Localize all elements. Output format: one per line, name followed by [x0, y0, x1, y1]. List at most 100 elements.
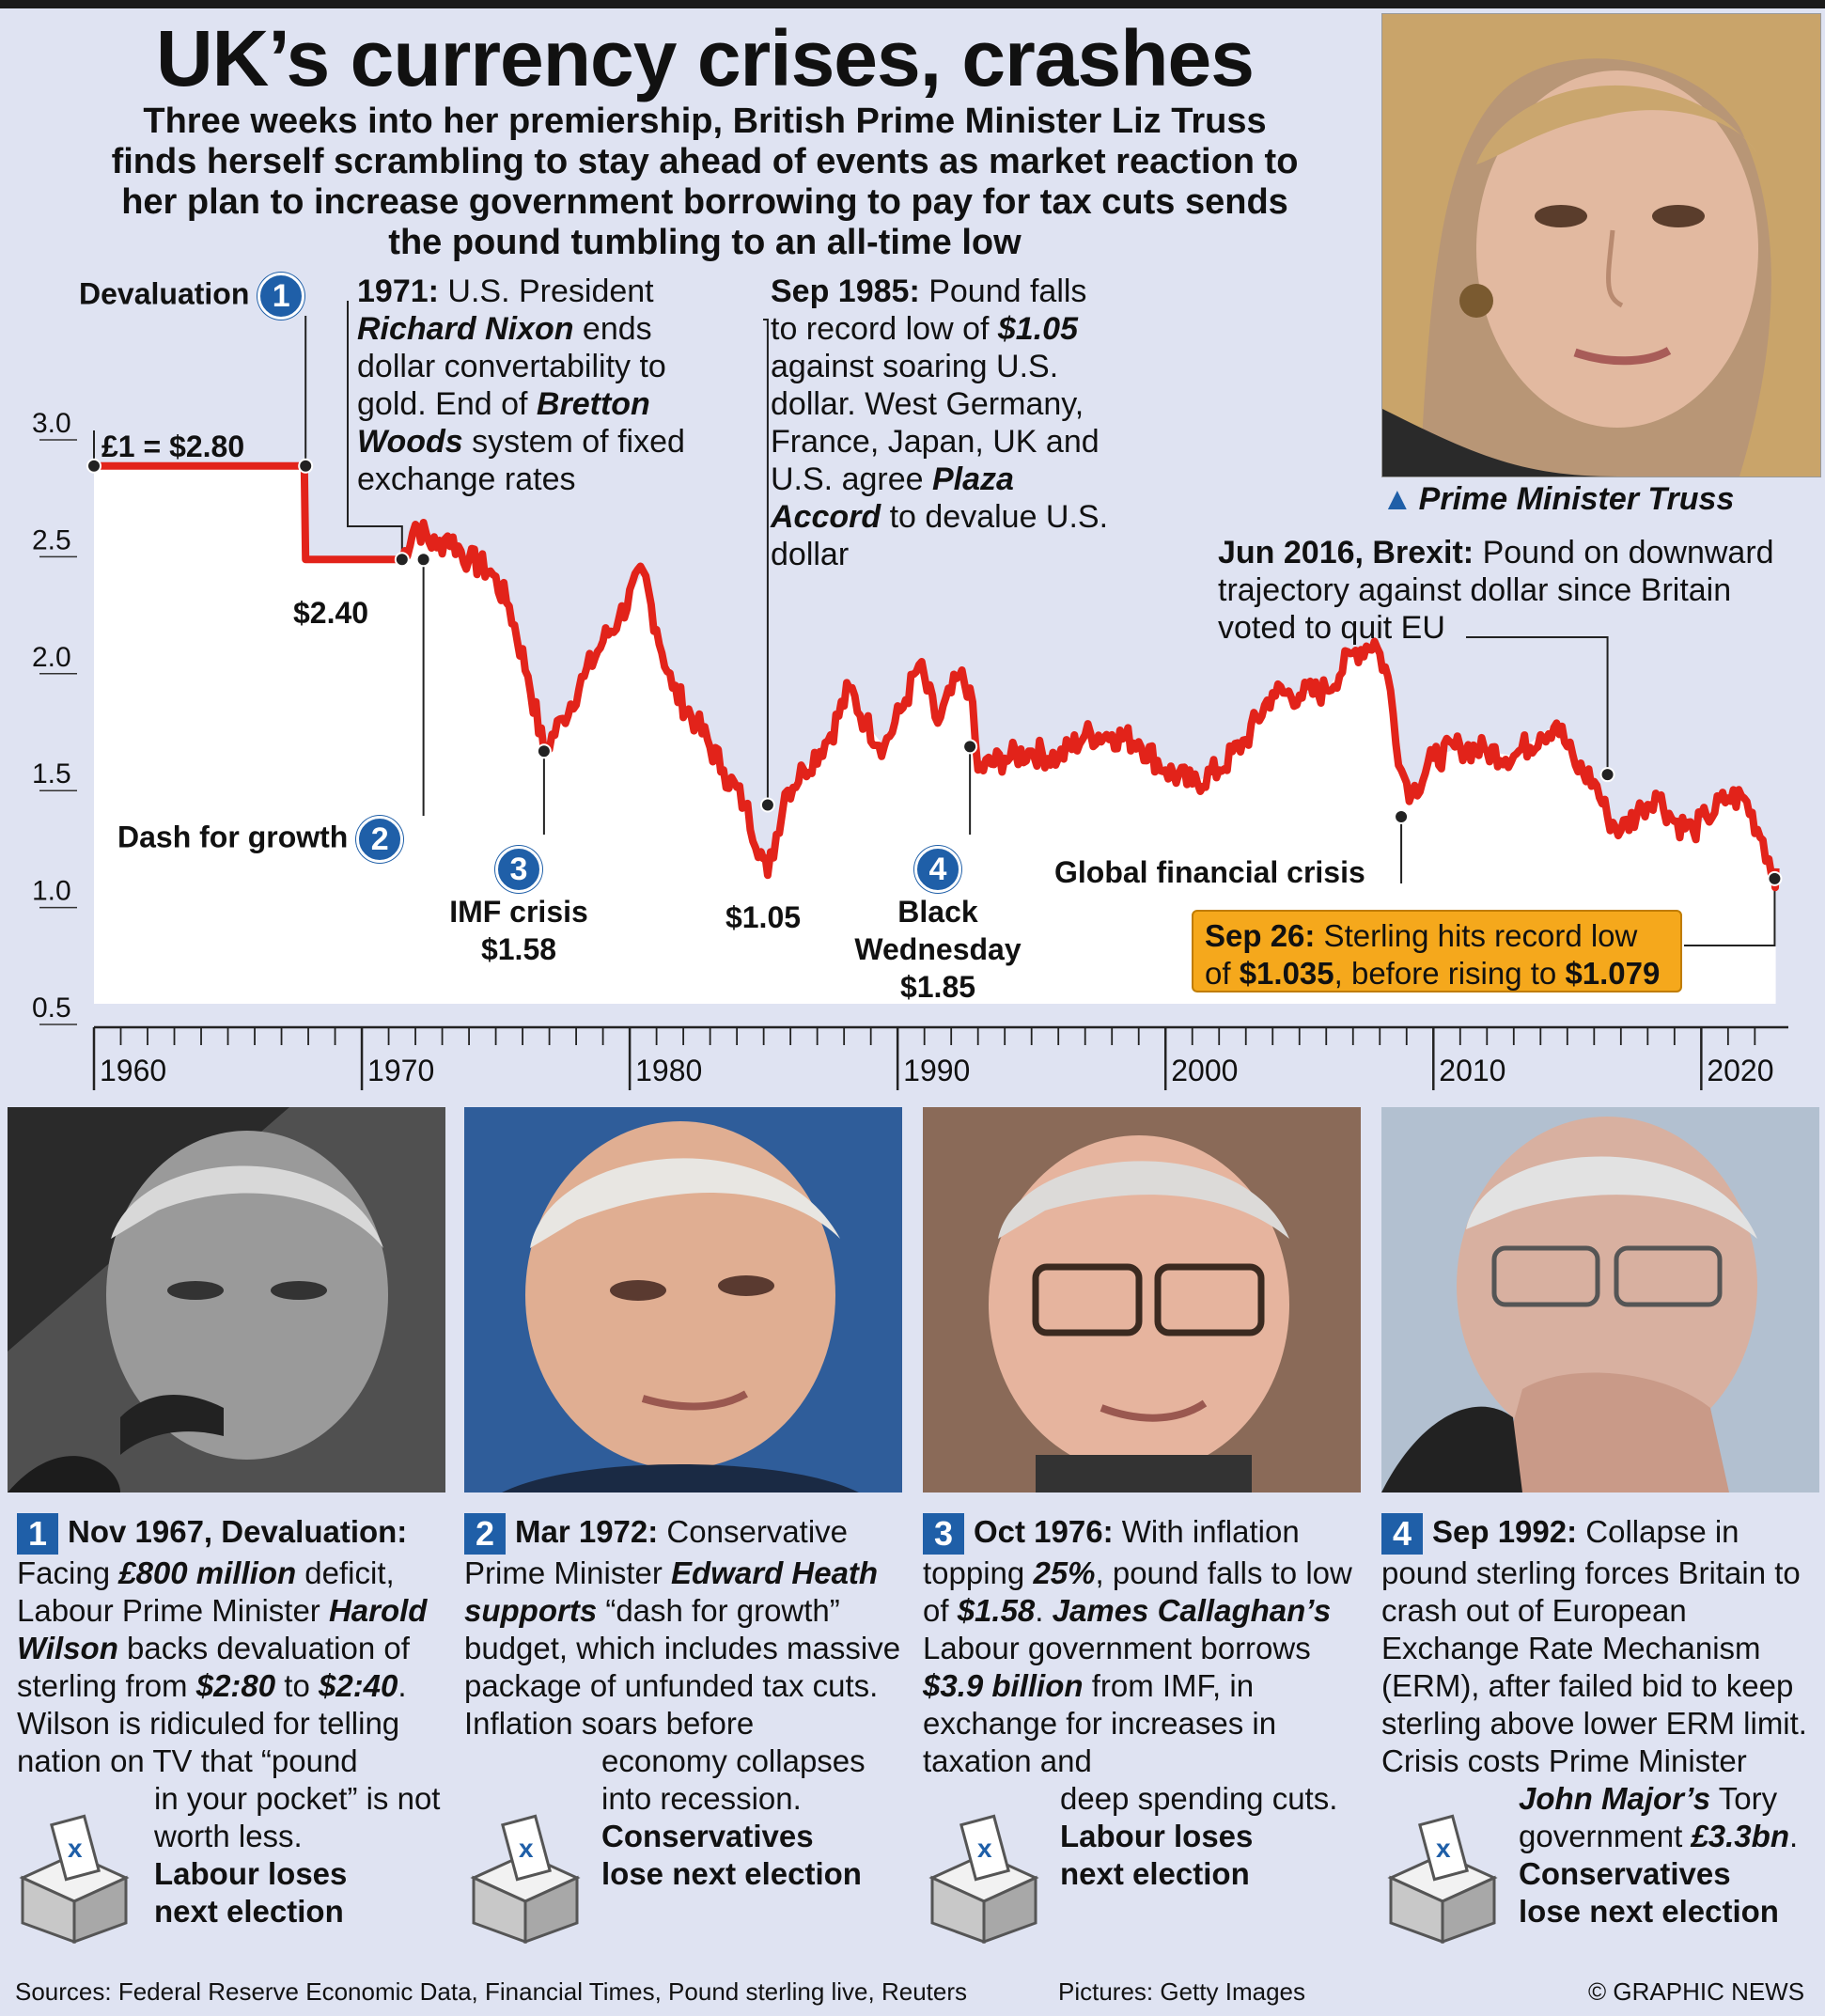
- label-global-financial-crisis: Global financial crisis: [1054, 855, 1365, 889]
- svg-text:x: x: [519, 1834, 534, 1863]
- annotation-nixon: 1971: U.S. President Richard Nixon ends …: [357, 273, 733, 498]
- panel-3-outcome: Labour loses next election: [1060, 1818, 1365, 1893]
- x-tick-label: 1970: [367, 1054, 434, 1087]
- ballot-box-icon: x: [1387, 1814, 1498, 1944]
- data-point-marker: [1394, 808, 1410, 824]
- callout-high: $1.079: [1565, 956, 1661, 991]
- plaza-t1: Pound falls to record low of: [771, 273, 1087, 347]
- imf-value: $1.58: [480, 932, 557, 966]
- footer-sources: Sources: Federal Reserve Economic Data, …: [15, 1977, 967, 2006]
- p2-t1: Conservative Prime Minister: [464, 1514, 849, 1590]
- label-black-wednesday: 4 Black Wednesday $1.85: [835, 846, 1041, 1006]
- panel-3-heading: 3 Oct 1976: With inflation topping 25%, p…: [923, 1513, 1365, 1780]
- leader-line: [347, 301, 403, 560]
- label-dash-for-growth: Dash for growth 2: [117, 816, 404, 863]
- p2-t2: “dash for growth” budget, which includes…: [464, 1593, 901, 1741]
- panel-1-number: 1: [17, 1513, 58, 1555]
- truss-photo-caption: ▲ Prime Minister Truss: [1381, 481, 1734, 518]
- plaza-low: $1.05: [997, 311, 1078, 347]
- data-point-marker: [1599, 767, 1615, 783]
- heath-photo: [464, 1107, 902, 1492]
- badge-3: 3: [495, 846, 542, 893]
- p4-t1: Collapse in pound sterling forces Britai…: [1381, 1514, 1807, 1778]
- panel-4-date: Sep 1992:: [1432, 1514, 1578, 1549]
- sep26-callout: Sep 26: Sterling hits record low of $1.0…: [1192, 910, 1682, 992]
- y-tick-label: 1.0: [32, 876, 71, 907]
- panel-3-outcome-2: next election: [1060, 1856, 1250, 1891]
- panel-3-date: Oct 1976:: [974, 1514, 1114, 1549]
- brexit-date: Jun 2016, Brexit:: [1218, 535, 1474, 570]
- p3-t1: With inflation topping: [923, 1514, 1300, 1590]
- p3-t3: .: [1035, 1593, 1053, 1628]
- panel-1-wilson: 1 Nov 1967, Devaluation: Facing £800 mill…: [17, 1513, 459, 1930]
- x-tick-label: 1980: [635, 1054, 702, 1087]
- callout-low: $1.035: [1239, 956, 1334, 991]
- p1-b1: £800 million: [118, 1555, 297, 1590]
- imf-text: IMF crisis: [449, 895, 588, 929]
- panel-2-outcome-1: Conservatives: [601, 1819, 814, 1853]
- dash-text: Dash for growth: [117, 820, 349, 854]
- ballot-box-icon: x: [19, 1814, 130, 1944]
- panel-2-heath: 2 Mar 1972: Conservative Prime Minister E…: [464, 1513, 906, 1893]
- x-tick-label: 2010: [1439, 1054, 1505, 1087]
- badge-1: 1: [257, 273, 305, 320]
- y-tick-label: 1.5: [32, 758, 71, 789]
- p1-t1: Facing: [17, 1555, 119, 1590]
- nixon-name: Richard Nixon: [357, 311, 574, 347]
- panel-3-tail: deep spending cuts.: [1060, 1781, 1338, 1816]
- label-start-rate: £1 = $2.80: [101, 430, 245, 463]
- data-point-marker: [86, 458, 101, 474]
- callout-date: Sep 26:: [1205, 918, 1316, 953]
- panel-2-date: Mar 1972:: [515, 1514, 659, 1549]
- panel-1-heading: 1 Nov 1967, Devaluation:: [17, 1513, 459, 1555]
- panel-3-outcome-1: Labour loses: [1060, 1819, 1254, 1853]
- heath-portrait-illustration: [464, 1107, 902, 1492]
- page-subtitle: Three weeks into her premiership, Britis…: [111, 102, 1299, 262]
- x-tick-label: 2000: [1171, 1054, 1238, 1087]
- panel-1-outcome-1: Labour loses: [154, 1856, 348, 1891]
- data-point-marker: [536, 743, 552, 759]
- annotation-plaza: Sep 1985: Pound falls to record low of $…: [771, 273, 1109, 573]
- panel-2-tail: economy collapses into recession.: [601, 1743, 866, 1816]
- p3-b1: 25%: [1033, 1555, 1096, 1590]
- p3-b4: $3.9 billion: [923, 1668, 1084, 1703]
- svg-text:x: x: [68, 1834, 83, 1863]
- panel-2-heading: 2 Mar 1972: Conservative Prime Minister E…: [464, 1513, 906, 1743]
- panel-3-number: 3: [923, 1513, 964, 1555]
- panel-2-outcome: Conservatives lose next election: [601, 1818, 906, 1893]
- nixon-t3: system of fixed exchange rates: [357, 424, 685, 497]
- panel-3-callaghan: 3 Oct 1976: With inflation topping 25%, p…: [923, 1513, 1365, 1893]
- x-tick-label: 2020: [1707, 1054, 1773, 1087]
- callaghan-portrait-illustration: [923, 1107, 1361, 1492]
- annotation-brexit: Jun 2016, Brexit: Pound on downward traj…: [1218, 534, 1791, 647]
- plaza-t2: against soaring U.S. dollar. West German…: [771, 349, 1100, 497]
- major-photo: [1381, 1107, 1819, 1492]
- devaluation-text: Devaluation: [79, 276, 250, 311]
- panel-1-outcome-2: next election: [154, 1894, 344, 1929]
- p1-b2: Harold Wilson: [17, 1593, 428, 1665]
- ballot-box-icon: x: [928, 1814, 1039, 1944]
- p3-b2: $1.58: [957, 1593, 1036, 1628]
- plaza-date: Sep 1985:: [771, 273, 920, 309]
- y-tick-label: 2.0: [32, 642, 71, 673]
- y-tick-label: 3.0: [32, 408, 71, 439]
- panel-4-outcome-2: lose next election: [1519, 1894, 1779, 1929]
- panel-1-outcome: Labour loses next election: [154, 1855, 459, 1930]
- nixon-bretton-woods: Bretton Woods: [357, 386, 650, 460]
- y-tick-label: 2.5: [32, 524, 71, 555]
- panel-4-outcome-1: Conservatives: [1519, 1856, 1731, 1891]
- panel-4-outcome: Conservatives lose next election: [1519, 1855, 1823, 1930]
- nixon-date: 1971:: [357, 273, 439, 309]
- leader-line: [1466, 636, 1609, 775]
- p3-b3: James Callaghan’s: [1052, 1593, 1332, 1628]
- footer-credit: © GRAPHIC NEWS: [1588, 1977, 1805, 2006]
- data-point-marker: [1767, 870, 1783, 886]
- data-point-marker: [298, 458, 314, 474]
- x-axis: 1960 1970 1980 1990 2000 2010 2020: [92, 1025, 1788, 1090]
- p1-t4: to: [275, 1668, 319, 1703]
- truss-photo: [1381, 13, 1821, 477]
- badge-4: 4: [914, 846, 961, 893]
- top-rule: [0, 0, 1825, 8]
- p3-t5: from IMF, in exchange for increases in t…: [923, 1668, 1277, 1778]
- panel-4-tail: John Major’s Tory government £3.3bn.: [1519, 1780, 1819, 1855]
